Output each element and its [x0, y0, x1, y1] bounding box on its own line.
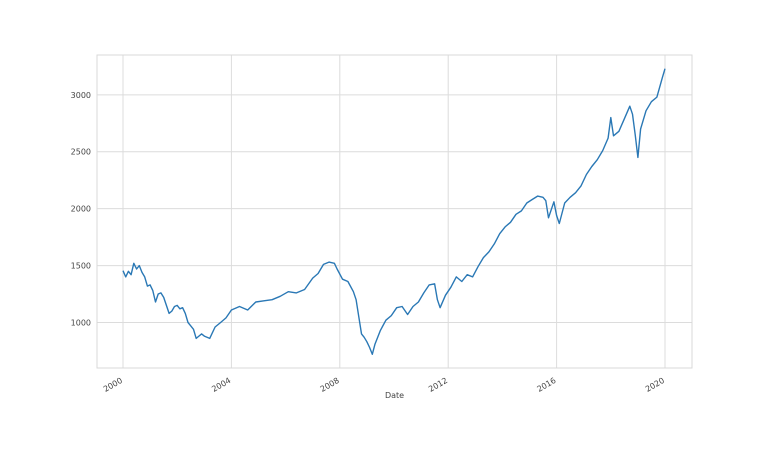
- y-axis-tick-labels: 1000 1500 2000 2500 3000: [71, 91, 91, 328]
- x-tick-label: 2012: [427, 376, 449, 394]
- y-tick-label: 1500: [71, 262, 91, 271]
- y-tick-label: 3000: [71, 91, 91, 100]
- grid-lines: [97, 55, 692, 368]
- y-tick-label: 2000: [71, 205, 91, 214]
- x-axis-label: Date: [385, 391, 404, 400]
- plot-area-frame: [96, 54, 693, 369]
- x-axis-tick-labels: 2000 2004 2008 2012 2016 2020: [102, 376, 666, 394]
- x-tick-label: 2016: [535, 376, 557, 394]
- y-tick-label: 2500: [71, 148, 91, 157]
- series-layer: [122, 68, 666, 355]
- x-tick-label: 2008: [319, 376, 341, 394]
- x-tick-label: 2000: [102, 376, 124, 394]
- y-tick-label: 1000: [71, 318, 91, 327]
- x-tick-label: 2020: [644, 376, 666, 394]
- series-line: [122, 68, 666, 355]
- x-tick-label: 2004: [210, 376, 232, 394]
